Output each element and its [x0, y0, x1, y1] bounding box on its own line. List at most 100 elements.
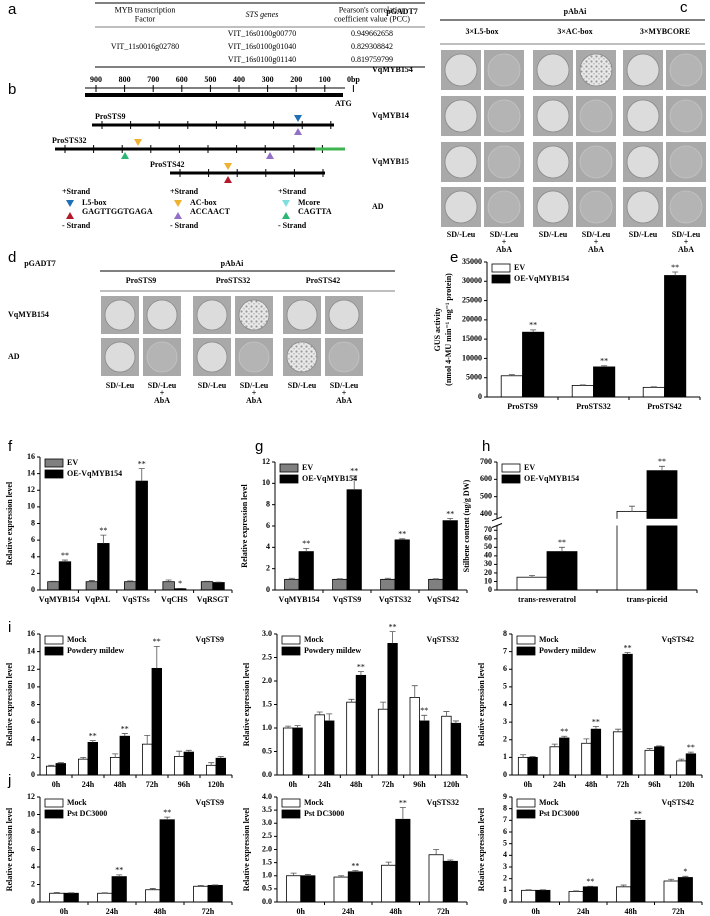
- error-bar: [634, 818, 641, 821]
- y-tick-label: 0: [488, 585, 492, 594]
- significance-label: **: [302, 539, 310, 548]
- bar: [314, 714, 325, 776]
- y-tick-label: 2.5: [262, 831, 272, 840]
- yeast-spot: [487, 145, 521, 179]
- y-tick-label: 16: [27, 452, 35, 461]
- bar: [47, 581, 60, 591]
- x-tick-label: 72h: [382, 780, 395, 789]
- legend-label: EV: [302, 463, 313, 472]
- error-bar: [112, 753, 119, 758]
- strand-label: +Strand: [278, 187, 307, 196]
- yeast-spot: [536, 145, 570, 179]
- medium-label: AbA: [154, 396, 170, 405]
- x-tick-label: VqPAL: [85, 595, 111, 604]
- y-tick-label: 0: [503, 770, 507, 779]
- significance-label: **: [351, 861, 359, 870]
- scale-label: 400: [233, 75, 245, 84]
- error-bar: [587, 885, 594, 887]
- table-cell: VIT_11s0016g02780: [111, 42, 179, 51]
- bar: [521, 889, 537, 903]
- error-bar: [447, 859, 454, 862]
- table-cell: 0.949662658: [351, 29, 393, 38]
- x-tick-label: ProSTS42: [647, 402, 682, 411]
- bar: [381, 864, 397, 903]
- bar: [571, 385, 594, 398]
- medium-label: SD/-Leu: [106, 381, 135, 390]
- significance-label: **: [389, 622, 397, 631]
- significance-label: **: [399, 798, 407, 807]
- significance-label: **: [99, 526, 107, 535]
- x-tick-label: 0h: [532, 907, 541, 916]
- legend-label: Powdery mildew: [304, 646, 361, 655]
- bar: [546, 551, 578, 591]
- y-tick-label: 3: [503, 717, 507, 726]
- bar: [298, 551, 314, 591]
- error-bar: [153, 645, 160, 669]
- error-bar: [650, 386, 657, 388]
- error-bar: [100, 534, 107, 544]
- scale-bar: [85, 93, 343, 97]
- yeast-spot: [444, 190, 478, 224]
- legend-label: Pst DC3000: [539, 809, 579, 818]
- motif-symbol: [282, 212, 290, 219]
- significance-label: *: [178, 579, 182, 588]
- y-tick-label: 10: [262, 478, 270, 487]
- motif-site: [294, 128, 302, 135]
- legend-label: OE-VqMYB154: [524, 474, 579, 483]
- y-tick-label: 0.5: [262, 884, 272, 893]
- error-bar: [285, 725, 292, 728]
- motif-site: [224, 176, 232, 183]
- error-bar: [144, 734, 151, 745]
- y-tick-label: 8: [31, 699, 35, 708]
- medium-label: SD/-Leu: [198, 381, 227, 390]
- error-bar: [116, 874, 123, 877]
- y-tick-label: 1.5: [262, 857, 272, 866]
- x-tick-label: 24h: [82, 780, 95, 789]
- bar: [377, 708, 389, 776]
- prey-label: pGADT7: [386, 7, 418, 16]
- chart-title: VqSTS32: [427, 635, 459, 644]
- scale-label: 100: [319, 75, 331, 84]
- x-tick-label: ProSTS9: [507, 402, 538, 411]
- x-tick-label: 24h: [342, 907, 355, 916]
- y-tick-label: 5000: [466, 373, 482, 382]
- bar: [207, 884, 223, 903]
- motif-symbol: [66, 212, 74, 219]
- legend-label: EV: [67, 458, 78, 467]
- bait-name: ProSTS9: [126, 276, 157, 285]
- significance-label: **: [350, 467, 358, 476]
- error-bar: [61, 559, 68, 562]
- error-bar: [659, 465, 665, 471]
- y-tick-label: 0.5: [262, 746, 272, 755]
- y-axis-title: (nmol 4-MU min⁻¹ mg⁻¹ protein): [444, 273, 453, 386]
- error-bar: [646, 748, 653, 751]
- yeast-spot: [146, 299, 178, 331]
- bar: [568, 891, 584, 903]
- y-tick-label: 5: [503, 682, 507, 691]
- motif-symbol: [66, 200, 74, 207]
- panel-letter: g: [255, 438, 263, 455]
- scale-label: 300: [262, 75, 274, 84]
- y-tick-label: 2: [503, 735, 507, 744]
- error-bar: [399, 538, 406, 540]
- y-tick-label: 2.0: [262, 676, 272, 685]
- y-tick-label: 12: [27, 792, 35, 801]
- medium-label: SD/-Leu: [629, 230, 658, 239]
- bar: [394, 539, 410, 591]
- y-tick-label: 0: [31, 770, 35, 779]
- table-cell: 0.819759799: [351, 55, 393, 64]
- strand-label: +Strand: [170, 187, 199, 196]
- error-bar: [529, 756, 536, 758]
- x-tick-label: trans-resveratrol: [518, 595, 577, 604]
- table-header: coefficient value (PCC): [334, 14, 410, 23]
- y-axis-title: Relative expression level: [242, 807, 251, 891]
- error-bar: [508, 374, 515, 376]
- bar: [151, 667, 163, 776]
- scale-label: 800: [119, 75, 131, 84]
- y-tick-label: 1.0: [262, 723, 272, 732]
- legend-label: Mock: [304, 635, 324, 644]
- medium-label: AbA: [246, 396, 262, 405]
- x-tick-label: 48h: [585, 780, 598, 789]
- motif-site: [266, 152, 274, 159]
- panel-letter: e: [450, 249, 458, 266]
